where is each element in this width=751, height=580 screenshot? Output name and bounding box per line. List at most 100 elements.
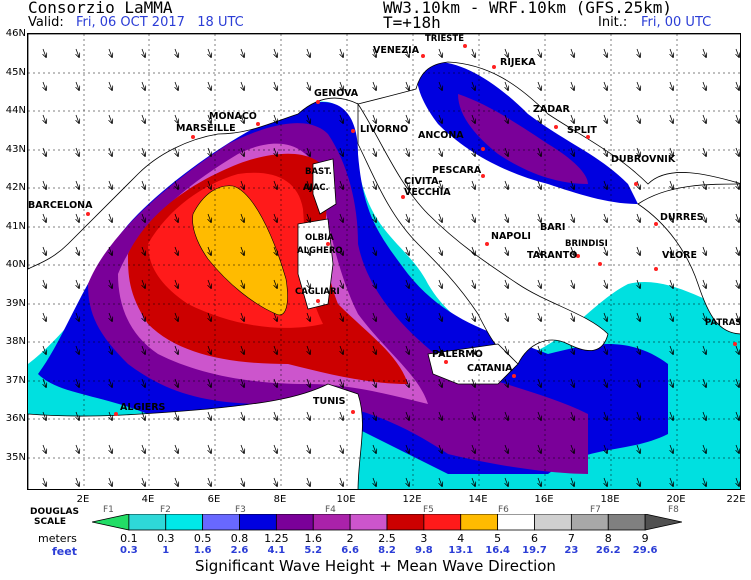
wave-direction-arrow <box>208 279 211 288</box>
legend-meters-value: 6 <box>531 532 538 545</box>
wave-direction-arrow <box>142 180 145 189</box>
wave-direction-arrow <box>43 378 46 387</box>
city-label: OLBIA <box>305 233 334 243</box>
lat-label: 39N <box>5 298 26 309</box>
douglas-class: F6 <box>498 505 509 515</box>
wave-direction-arrow <box>142 48 145 57</box>
wave-direction-arrow <box>703 444 706 453</box>
city-label: VECCHIA <box>404 187 451 198</box>
wave-direction-arrow <box>142 279 145 288</box>
legend-feet-value: 16.4 <box>485 545 510 556</box>
wave-direction-arrow <box>340 180 343 189</box>
city-marker-dot <box>576 254 580 258</box>
wave-direction-arrow <box>406 279 409 288</box>
wave-direction-arrow <box>241 48 244 57</box>
legend-feet-value: 26.2 <box>595 545 621 556</box>
wave-direction-arrow <box>571 345 574 354</box>
wave-direction-arrow <box>373 312 376 321</box>
wave-direction-arrow <box>109 147 112 156</box>
city-label: TUNIS <box>313 396 346 407</box>
wave-direction-arrow <box>637 81 640 90</box>
wave-direction-arrow <box>43 279 46 288</box>
wave-direction-arrow <box>373 246 376 255</box>
wave-direction-arrow <box>43 180 46 189</box>
wave-direction-arrow <box>736 312 739 321</box>
wave-direction-arrow <box>736 444 739 453</box>
legend-feet-value: 29.6 <box>632 545 658 556</box>
douglas-class: F5 <box>423 505 434 515</box>
city-label: ALGHERO <box>297 246 343 256</box>
legend-meters-value: 3 <box>420 532 428 545</box>
wave-direction-arrow <box>208 411 211 420</box>
wave-direction-arrow <box>307 246 310 255</box>
legend-meters-value: 2 <box>346 532 354 545</box>
wave-direction-arrow <box>208 147 211 156</box>
wave-direction-arrow <box>571 378 574 387</box>
wave-direction-arrow <box>703 180 706 189</box>
lat-label: 35N <box>5 452 26 463</box>
wave-direction-arrow <box>604 81 607 90</box>
wave-direction-arrow <box>439 477 442 486</box>
city-marker-dot <box>481 147 485 151</box>
wave-direction-arrow <box>241 213 244 222</box>
wave-direction-arrow <box>670 180 673 189</box>
wave-direction-arrow <box>142 312 145 321</box>
city-marker-dot <box>86 212 90 216</box>
wave-direction-arrow <box>538 312 541 321</box>
legend-color-box <box>312 514 351 531</box>
legend-meters-value: 9 <box>641 532 649 545</box>
legend-feet-value: 23 <box>564 545 579 556</box>
wave-direction-arrow <box>241 246 244 255</box>
lon-label: 22E <box>726 494 746 505</box>
wave-direction-arrow <box>373 444 376 453</box>
wave-direction-arrow <box>505 246 508 255</box>
city-marker-dot <box>598 262 602 266</box>
wave-direction-arrow <box>274 48 277 57</box>
wave-direction-arrow <box>505 444 508 453</box>
wave-direction-arrow <box>439 345 442 354</box>
model-name: WW3.10km - WRF.10km (GFS.25km) <box>383 0 672 17</box>
wave-direction-arrow <box>439 213 442 222</box>
wave-direction-arrow <box>373 345 376 354</box>
wave-direction-arrow <box>472 279 475 288</box>
wave-direction-arrow <box>307 477 310 486</box>
wave-direction-arrow <box>538 48 541 57</box>
wave-direction-arrow <box>142 345 145 354</box>
wave-direction-arrow <box>340 444 343 453</box>
wave-direction-arrow <box>703 81 706 90</box>
wave-direction-arrow <box>637 114 640 123</box>
wave-direction-arrow <box>76 444 79 453</box>
wave-direction-arrow <box>472 411 475 420</box>
wave-direction-arrow <box>736 378 739 387</box>
legend-color-box <box>607 514 646 531</box>
wave-direction-arrow <box>604 279 607 288</box>
city-label: MARSEILLE <box>176 123 236 134</box>
wave-direction-arrow <box>571 312 574 321</box>
city-markers <box>86 44 737 416</box>
wave-direction-arrow <box>175 213 178 222</box>
wave-direction-arrow <box>703 279 706 288</box>
wave-direction-arrow <box>175 345 178 354</box>
city-marker-dot <box>654 267 658 271</box>
wave-direction-arrow <box>505 378 508 387</box>
lat-label: 46N <box>5 28 26 39</box>
legend-color-box <box>644 514 682 531</box>
city-marker-dot <box>401 195 405 199</box>
lat-label: 44N <box>5 105 26 116</box>
wave-direction-arrow <box>76 411 79 420</box>
city-label: NAPOLI <box>491 231 531 242</box>
wave-direction-arrow <box>670 213 673 222</box>
legend-meters-value: 0.3 <box>157 532 175 545</box>
wave-direction-arrow <box>307 180 310 189</box>
lon-label: 4E <box>141 494 155 505</box>
wave-direction-arrow <box>472 48 475 57</box>
city-label: LIVORNO <box>360 124 409 135</box>
wave-direction-arrow <box>637 477 640 486</box>
wave-direction-arrow <box>439 312 442 321</box>
city-label: BARCELONA <box>28 200 93 211</box>
wave-direction-arrow <box>736 345 739 354</box>
wave-direction-arrow <box>736 411 739 420</box>
legend-meters-value: 8 <box>604 532 612 545</box>
meters-label: meters <box>38 532 77 545</box>
wave-direction-arrow <box>439 246 442 255</box>
